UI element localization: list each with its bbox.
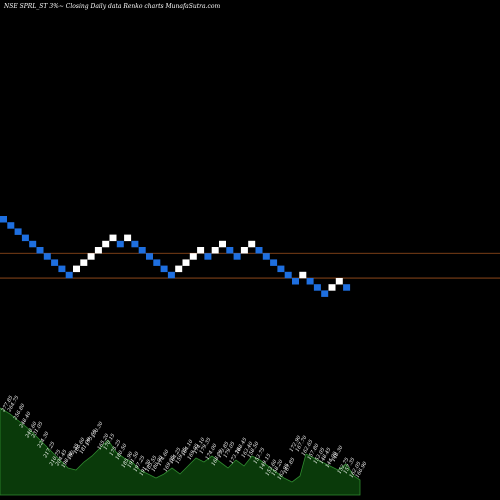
renko-brick-down xyxy=(138,247,146,254)
renko-brick-down xyxy=(58,265,66,273)
renko-brick-up xyxy=(197,247,205,254)
renko-brick-down xyxy=(43,253,51,260)
renko-brick-up xyxy=(182,259,190,266)
level-lines xyxy=(0,252,500,279)
renko-brick-down xyxy=(0,216,7,223)
renko-brick-up xyxy=(240,247,248,254)
chart-header-title: NSE SPRL_ST 3%~ Closing Daily data Renko… xyxy=(3,3,220,10)
renko-brick-down xyxy=(306,278,314,285)
renko-brick-up xyxy=(175,265,183,273)
renko-brick-down xyxy=(277,265,285,273)
renko-brick-up xyxy=(94,247,102,254)
renko-brick-down xyxy=(313,284,321,291)
renko-brick-down xyxy=(65,271,73,279)
renko-brick-down xyxy=(321,290,329,297)
renko-brick-down xyxy=(343,284,351,291)
renko-bricks xyxy=(0,216,351,297)
renko-brick-up xyxy=(335,278,343,285)
volume-area xyxy=(0,407,361,496)
renko-brick-down xyxy=(204,253,212,260)
renko-brick-up xyxy=(219,240,226,248)
renko-brick-down xyxy=(255,247,263,254)
renko-brick-down xyxy=(160,265,168,273)
renko-brick-down xyxy=(131,240,139,248)
renko-brick-down xyxy=(29,240,37,248)
renko-brick-up xyxy=(80,259,88,266)
renko-brick-up xyxy=(109,234,117,242)
renko-brick-up xyxy=(299,271,307,279)
renko-brick-up xyxy=(211,247,219,254)
renko-brick-down xyxy=(233,253,241,260)
renko-brick-down xyxy=(226,247,234,254)
renko-brick-down xyxy=(284,271,292,279)
renko-brick-down xyxy=(146,253,153,260)
volume-area-path xyxy=(0,407,361,496)
renko-brick-up xyxy=(189,253,197,260)
renko-brick-down xyxy=(21,234,29,242)
renko-brick-down xyxy=(270,259,278,266)
renko-brick-up xyxy=(248,240,256,248)
renko-brick-up xyxy=(328,284,336,291)
renko-brick-down xyxy=(262,253,270,260)
renko-brick-down xyxy=(51,259,59,266)
renko-brick-down xyxy=(292,278,299,285)
renko-brick-down xyxy=(36,247,44,254)
renko-brick-down xyxy=(116,240,124,248)
renko-brick-down xyxy=(7,222,15,229)
renko-brick-down xyxy=(167,271,175,279)
renko-brick-down xyxy=(153,259,161,266)
renko-brick-up xyxy=(102,240,110,248)
renko-brick-up xyxy=(124,234,132,242)
renko-brick-up xyxy=(87,253,95,260)
renko-brick-up xyxy=(73,265,80,273)
renko-brick-down xyxy=(14,228,22,235)
